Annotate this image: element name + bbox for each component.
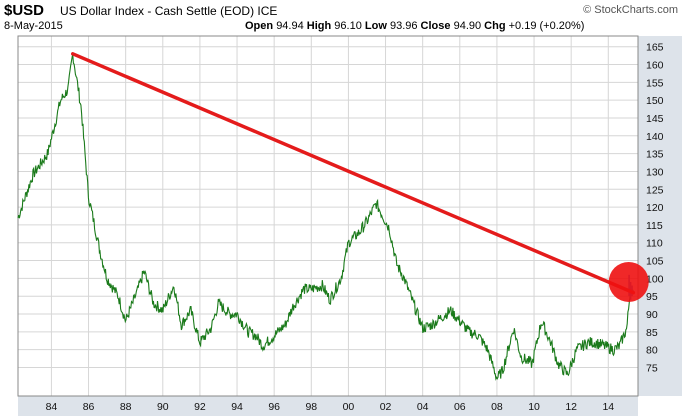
x-tick-label: 86 (83, 401, 95, 413)
y-axis-panel (638, 36, 682, 396)
y-tick-label: 130 (646, 166, 664, 178)
trendline (71, 52, 636, 295)
y-tick-label: 150 (646, 95, 664, 107)
x-tick-label: 12 (565, 401, 577, 413)
chart-subtitle: US Dollar Index - Cash Settle (EOD) ICE (60, 4, 277, 18)
y-tick-label: 115 (646, 220, 663, 232)
y-tick-label: 140 (646, 131, 664, 143)
chg-value: +0.19 (+0.20%) (508, 20, 585, 32)
annotation-layer (608, 261, 649, 302)
y-tick-label: 145 (646, 113, 664, 125)
close-value: 94.90 (453, 20, 482, 32)
y-tick-label: 125 (646, 184, 664, 196)
y-tick-label: 135 (646, 149, 664, 161)
x-axis-panel (18, 396, 638, 416)
y-tick-label: 75 (646, 362, 658, 374)
open-label: Open (245, 20, 274, 32)
x-tick-label: 88 (120, 401, 132, 413)
x-tick-label: 90 (157, 401, 169, 413)
x-tick-label: 04 (417, 401, 429, 413)
y-tick-label: 165 (646, 42, 664, 54)
x-axis-labels: 84 86 88 90 92 94 96 98 00 02 04 06 08 10 12 14 (46, 401, 615, 413)
low-value: 93.96 (389, 20, 418, 32)
y-tick-label: 120 (646, 202, 664, 214)
y-tick-label: 85 (646, 327, 658, 339)
chart-symbol: $USD (4, 2, 45, 19)
high-label: High (306, 20, 332, 32)
trendline-layer (71, 52, 636, 295)
y-tick-label: 110 (646, 238, 663, 250)
x-tick-label: 84 (46, 401, 58, 413)
exchange-name: ICE (257, 4, 278, 18)
y-tick-label: 95 (646, 291, 658, 303)
price-series (17, 53, 634, 381)
x-tick-label: 06 (454, 401, 466, 413)
y-tick-label: 80 (646, 345, 658, 357)
high-value: 96.10 (334, 20, 362, 32)
highlight-circle (608, 261, 649, 302)
stockcharts-watermark[interactable]: © StockCharts.com (583, 4, 678, 16)
x-tick-label: 92 (194, 401, 206, 413)
y-tick-label: 90 (646, 309, 658, 321)
plot-area (17, 35, 639, 397)
open-value: 94.94 (276, 20, 304, 32)
y-tick-label: 105 (646, 256, 664, 268)
chart-grid (18, 36, 638, 396)
index-name: US Dollar Index - Cash Settle (EOD) (60, 4, 255, 18)
x-tick-label: 10 (528, 401, 540, 413)
chg-label: Chg (484, 20, 506, 32)
x-tick-label: 98 (305, 401, 317, 413)
x-tick-label: 08 (491, 401, 503, 413)
x-tick-label: 14 (602, 401, 614, 413)
y-tick-label: 160 (646, 60, 664, 72)
x-tick-label: 96 (268, 401, 280, 413)
chart-date: 8-May-2015 (4, 20, 63, 32)
y-tick-label: 155 (646, 77, 664, 89)
x-tick-label: 94 (231, 401, 243, 413)
close-label: Close (420, 20, 451, 32)
usd-price-line (17, 53, 634, 381)
low-label: Low (364, 20, 387, 32)
y-axis-labels: 75 80 85 90 95 100 105 110 115 120 125 130 135 140 145… (646, 42, 664, 375)
y-tick-label: 100 (646, 273, 664, 285)
price-stats: Open 94.94 High 96.10 Low 93.96 Close 94… (245, 20, 584, 32)
x-tick-label: 00 (343, 401, 355, 413)
x-tick-label: 02 (380, 401, 392, 413)
